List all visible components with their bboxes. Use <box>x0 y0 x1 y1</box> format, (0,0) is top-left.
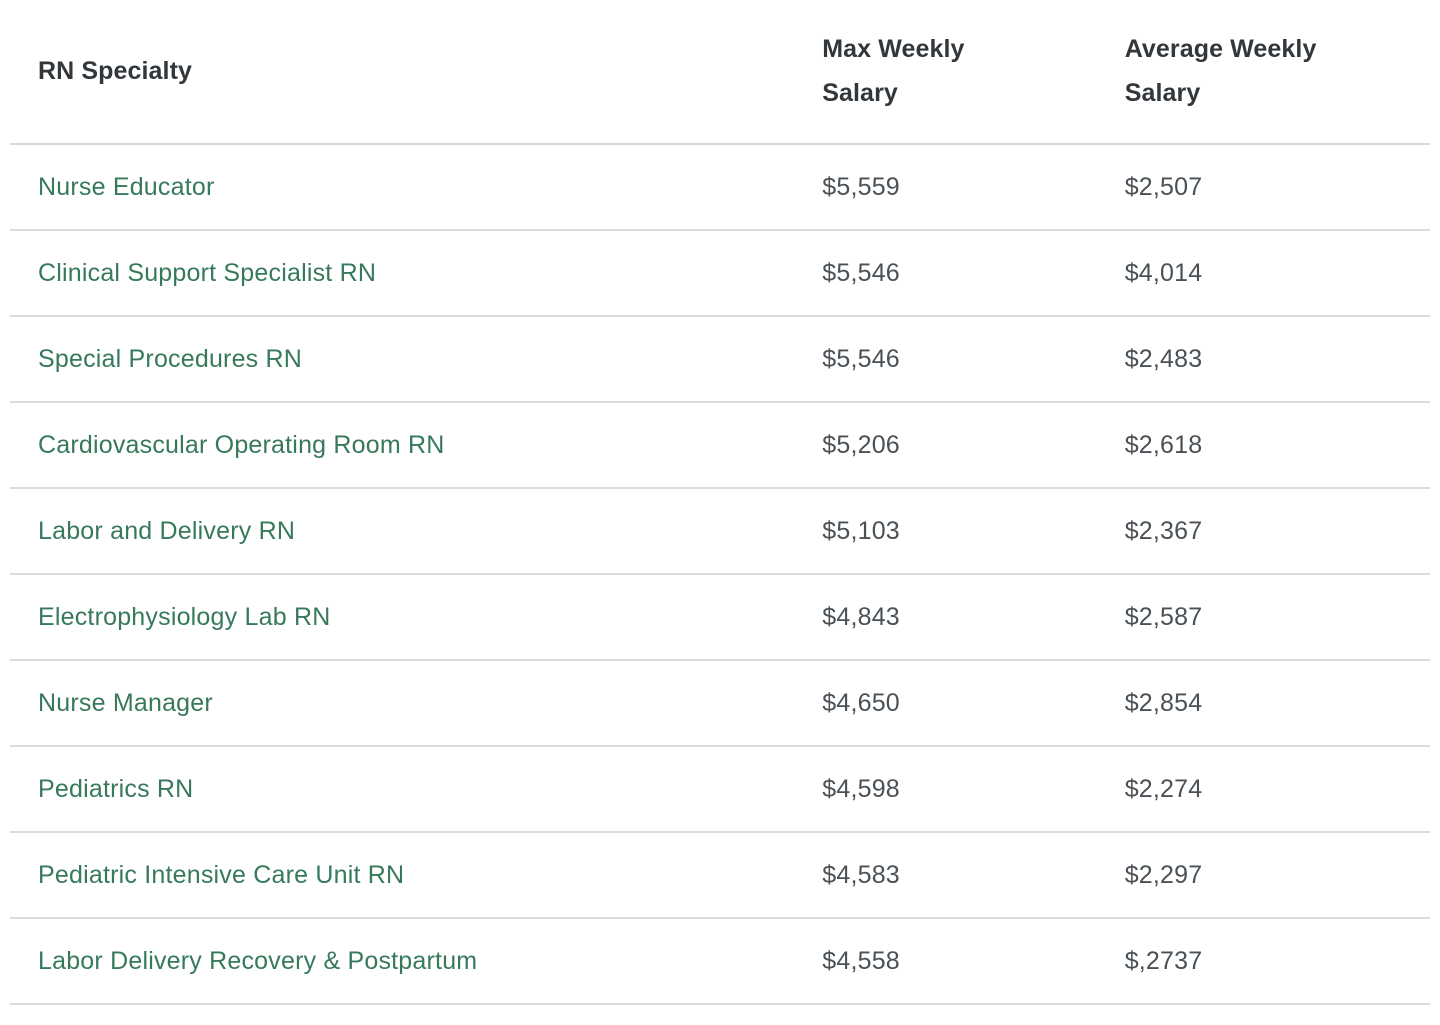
rn-salary-table: RN Specialty Max Weekly Salary Average W… <box>10 0 1430 1005</box>
specialty-cell: Pediatrics RN <box>10 746 823 833</box>
max-weekly-salary-cell: $4,598 <box>822 746 1125 833</box>
average-weekly-salary-cell: $4,014 <box>1124 230 1430 317</box>
specialty-cell: Clinical Support Specialist RN <box>10 230 823 317</box>
column-header-label: Max Weekly Salary <box>822 34 965 107</box>
specialty-link[interactable]: Pediatric Intensive Care Unit RN <box>38 860 405 889</box>
average-weekly-salary-cell: $2,297 <box>1124 832 1430 919</box>
max-weekly-salary-cell: $5,103 <box>822 488 1125 575</box>
specialty-cell: Special Procedures RN <box>10 316 823 403</box>
column-header-rn-specialty: RN Specialty <box>10 0 823 145</box>
specialty-cell: Electrophysiology Lab RN <box>10 574 823 661</box>
table-body: Nurse Educator $5,559 $2,507 Clinical Su… <box>10 144 1430 1005</box>
average-weekly-salary-cell: $2,367 <box>1124 488 1430 575</box>
average-weekly-salary-cell: $2,854 <box>1124 660 1430 747</box>
specialty-link[interactable]: Labor Delivery Recovery & Postpartum <box>38 946 478 975</box>
table-row: Nurse Manager $4,650 $2,854 <box>10 660 1430 747</box>
specialty-cell: Labor Delivery Recovery & Postpartum <box>10 918 823 1005</box>
table-header-row: RN Specialty Max Weekly Salary Average W… <box>10 0 1430 145</box>
specialty-link[interactable]: Cardiovascular Operating Room RN <box>38 430 445 459</box>
average-weekly-salary-cell: $2,618 <box>1124 402 1430 489</box>
average-weekly-salary-cell: $2,587 <box>1124 574 1430 661</box>
table-row: Electrophysiology Lab RN $4,843 $2,587 <box>10 574 1430 661</box>
column-header-average-weekly-salary: Average Weekly Salary <box>1124 0 1430 145</box>
average-weekly-salary-cell: $2,483 <box>1124 316 1430 403</box>
specialty-link[interactable]: Nurse Educator <box>38 172 215 201</box>
specialty-link[interactable]: Electrophysiology Lab RN <box>38 602 331 631</box>
max-weekly-salary-cell: $4,558 <box>822 918 1125 1005</box>
specialty-link[interactable]: Special Procedures RN <box>38 344 303 373</box>
specialty-cell: Pediatric Intensive Care Unit RN <box>10 832 823 919</box>
specialty-link[interactable]: Labor and Delivery RN <box>38 516 296 545</box>
table-row: Pediatrics RN $4,598 $2,274 <box>10 746 1430 833</box>
max-weekly-salary-cell: $5,546 <box>822 230 1125 317</box>
column-header-label: Average Weekly Salary <box>1124 34 1317 107</box>
specialty-link[interactable]: Clinical Support Specialist RN <box>38 258 377 287</box>
table-row: Labor Delivery Recovery & Postpartum $4,… <box>10 918 1430 1005</box>
max-weekly-salary-cell: $4,650 <box>822 660 1125 747</box>
specialty-link[interactable]: Nurse Manager <box>38 688 213 717</box>
average-weekly-salary-cell: $,2737 <box>1124 918 1430 1005</box>
column-header-label: RN Specialty <box>38 56 193 85</box>
average-weekly-salary-cell: $2,274 <box>1124 746 1430 833</box>
specialty-link[interactable]: Pediatrics RN <box>38 774 194 803</box>
column-header-max-weekly-salary: Max Weekly Salary <box>822 0 1125 145</box>
table-row: Special Procedures RN $5,546 $2,483 <box>10 316 1430 403</box>
specialty-cell: Cardiovascular Operating Room RN <box>10 402 823 489</box>
max-weekly-salary-cell: $5,206 <box>822 402 1125 489</box>
max-weekly-salary-cell: $5,559 <box>822 144 1125 231</box>
max-weekly-salary-cell: $5,546 <box>822 316 1125 403</box>
specialty-cell: Nurse Manager <box>10 660 823 747</box>
max-weekly-salary-cell: $4,583 <box>822 832 1125 919</box>
table-row: Clinical Support Specialist RN $5,546 $4… <box>10 230 1430 317</box>
average-weekly-salary-cell: $2,507 <box>1124 144 1430 231</box>
specialty-cell: Labor and Delivery RN <box>10 488 823 575</box>
max-weekly-salary-cell: $4,843 <box>822 574 1125 661</box>
table-row: Cardiovascular Operating Room RN $5,206 … <box>10 402 1430 489</box>
table-row: Pediatric Intensive Care Unit RN $4,583 … <box>10 832 1430 919</box>
table-row: Labor and Delivery RN $5,103 $2,367 <box>10 488 1430 575</box>
table-row: Nurse Educator $5,559 $2,507 <box>10 144 1430 231</box>
salary-table-container: RN Specialty Max Weekly Salary Average W… <box>10 0 1430 1005</box>
specialty-cell: Nurse Educator <box>10 144 823 231</box>
